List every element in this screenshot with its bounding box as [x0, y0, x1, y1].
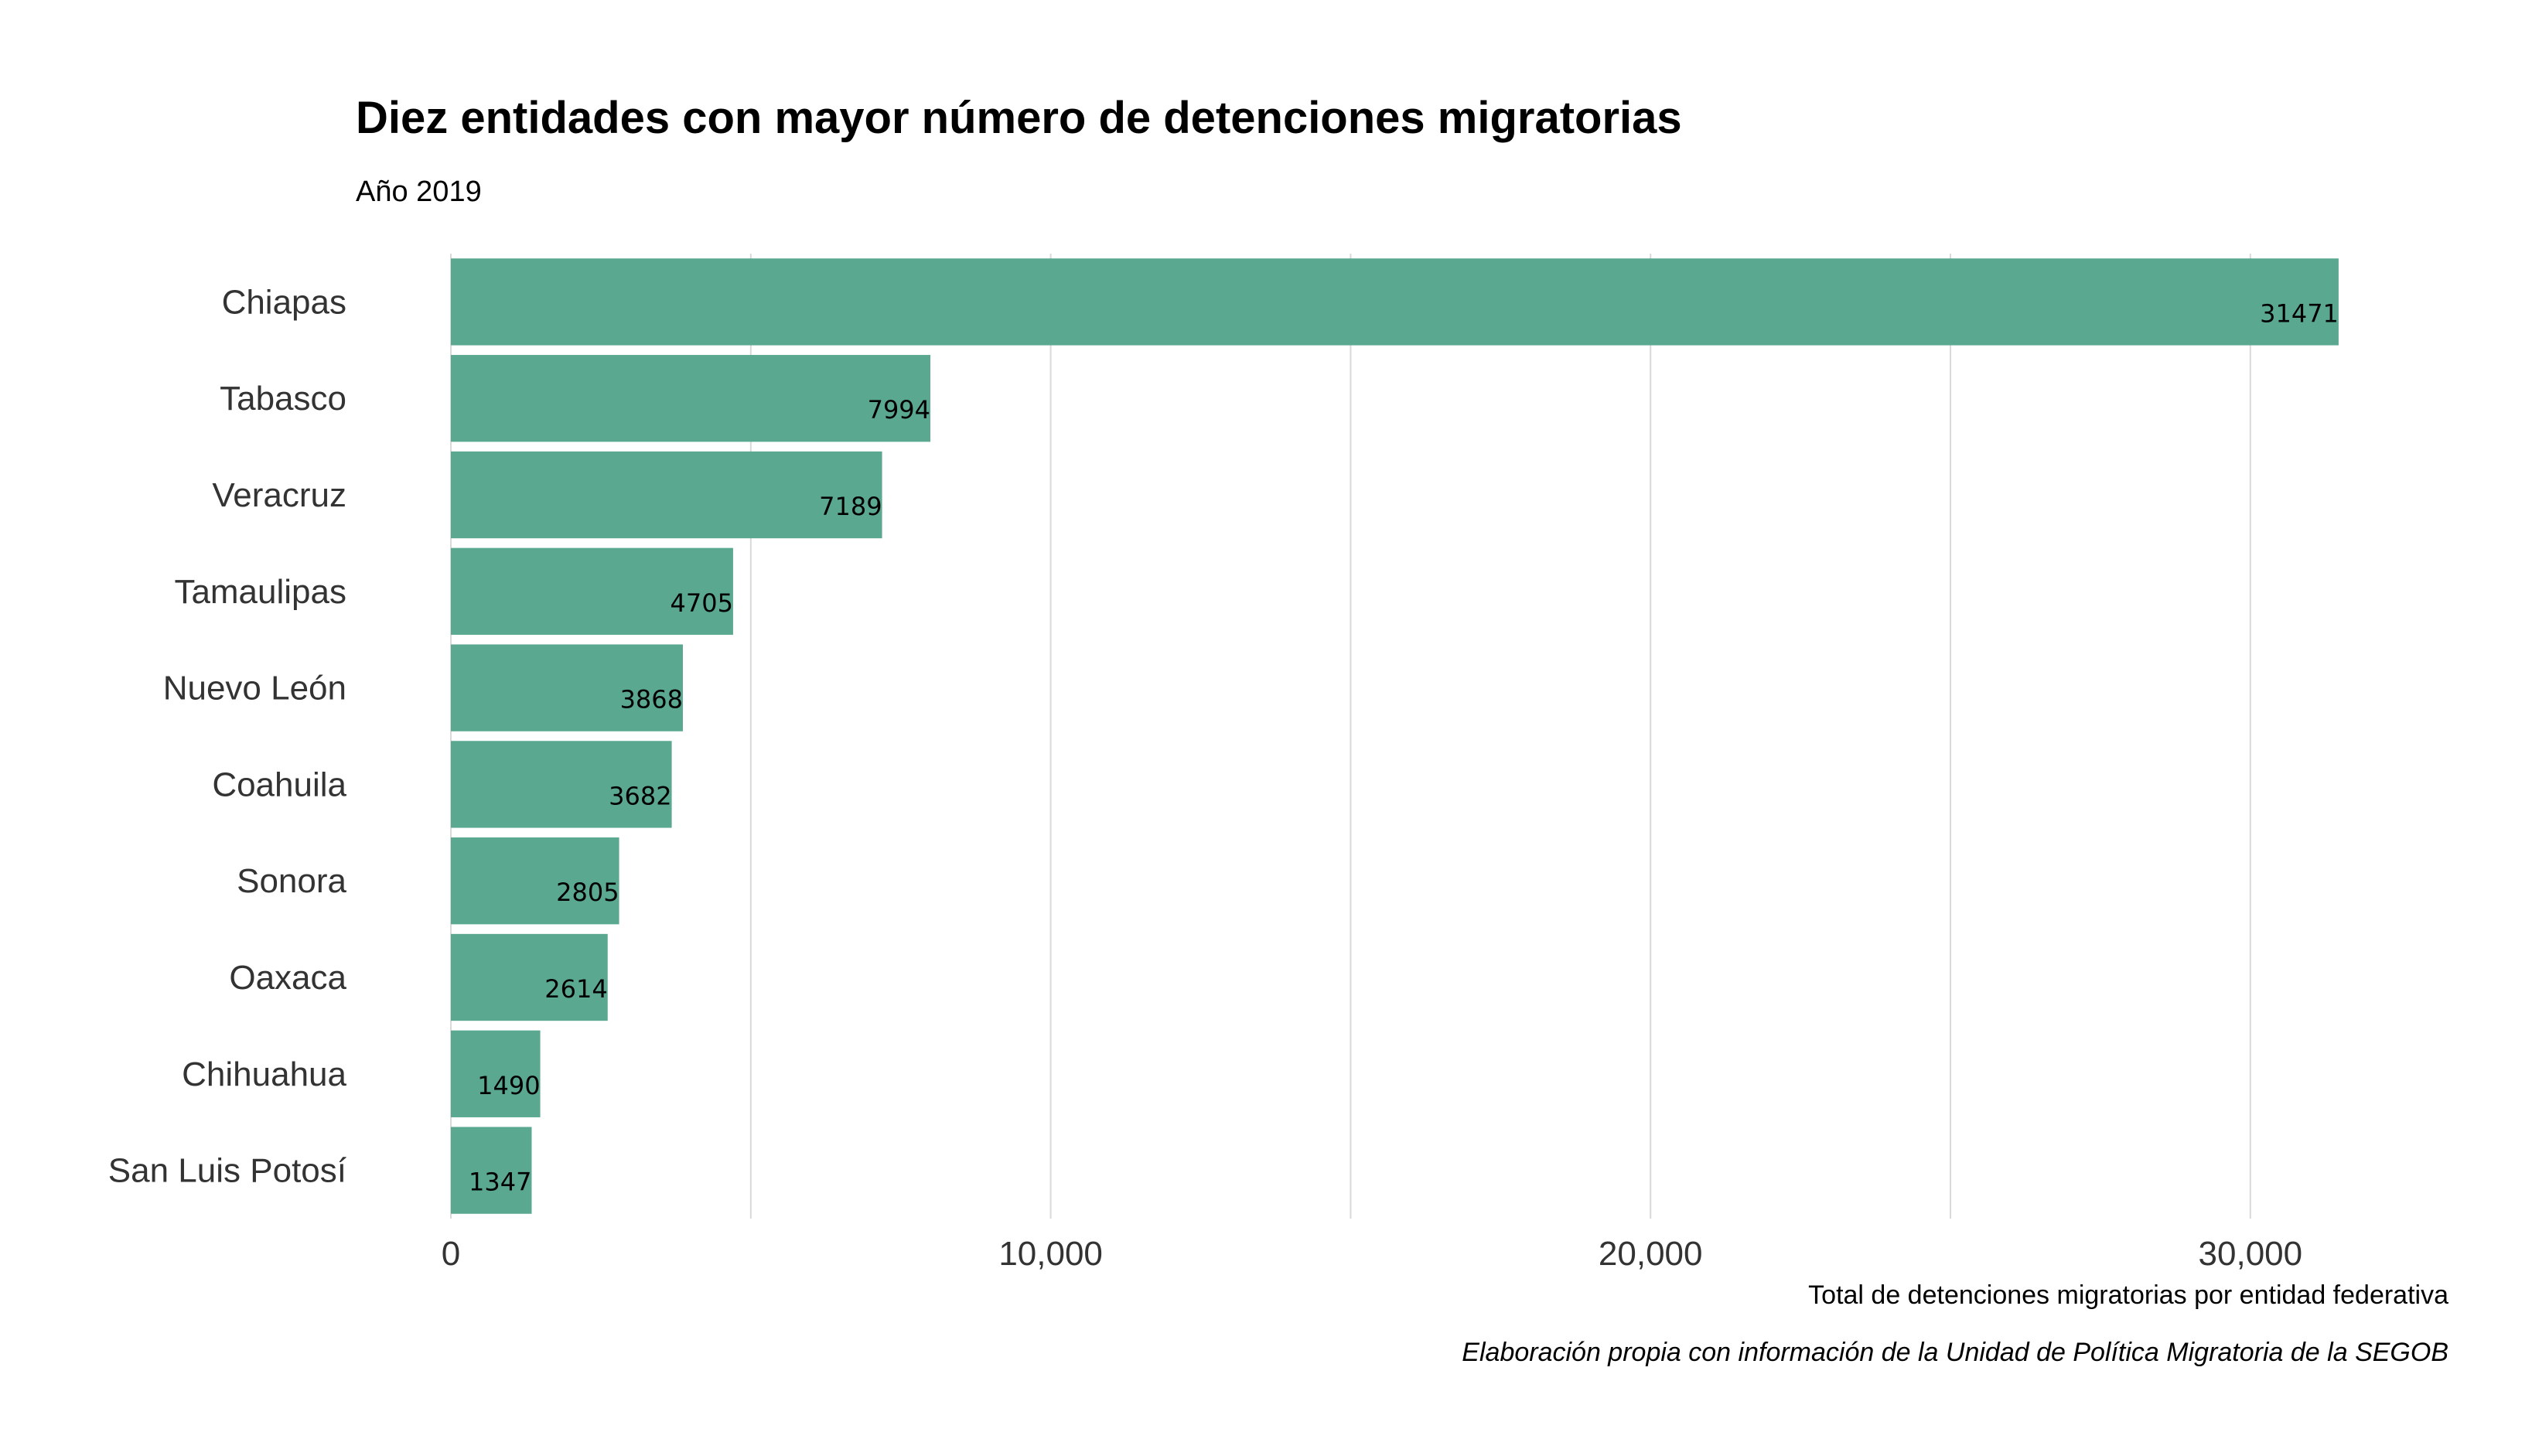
x-tick-label: 10,000 — [998, 1235, 1103, 1273]
bar — [451, 837, 619, 925]
x-tick-labels: 0 10,000 20,000 30,000 — [442, 1235, 2302, 1273]
chart-title: Diez entidades con mayor número de deten… — [356, 93, 1682, 143]
chart-subtitle: Año 2019 — [356, 176, 482, 208]
x-tick-label: 20,000 — [1599, 1235, 1703, 1273]
data-label: 2805 — [556, 878, 619, 907]
category-label: Nuevo León — [163, 670, 346, 708]
x-tick-label: 0 — [442, 1235, 460, 1273]
data-label: 7994 — [868, 395, 930, 425]
data-label: 4705 — [670, 588, 732, 618]
chart-caption: Elaboración propia con información de la… — [1462, 1338, 2448, 1367]
data-label: 31471 — [2260, 298, 2339, 328]
bar — [451, 355, 931, 442]
data-label: 1490 — [477, 1071, 540, 1100]
category-label: Chihuahua — [182, 1055, 346, 1093]
bar — [451, 1127, 532, 1214]
bar — [451, 644, 684, 731]
category-label: Tabasco — [220, 380, 346, 418]
category-label: Oaxaca — [229, 959, 346, 997]
data-label: 3682 — [609, 781, 671, 810]
bar — [451, 258, 2339, 346]
data-label: 1347 — [469, 1168, 531, 1197]
x-tick-label: 30,000 — [2199, 1235, 2303, 1273]
bars — [451, 258, 2339, 1214]
category-label: San Luis Potosí — [108, 1152, 347, 1190]
category-label: Tamaulipas — [174, 573, 346, 611]
bar — [451, 933, 608, 1021]
bar — [451, 451, 882, 539]
bar — [451, 741, 672, 828]
data-label: 7189 — [819, 492, 882, 521]
data-label: 3868 — [620, 685, 683, 714]
data-labels: 31471 7994 7189 4705 3868 3682 2805 2614 1490 134… — [469, 298, 2339, 1196]
x-axis-label: Total de detenciones migratorias por ent… — [1808, 1280, 2448, 1310]
category-label: Sonora — [237, 862, 346, 900]
category-labels: Chiapas Tabasco Veracruz Tamaulipas Nuevo Le… — [108, 283, 347, 1189]
category-label: Chiapas — [222, 283, 346, 321]
category-label: Coahuila — [212, 766, 346, 803]
category-label: Veracruz — [212, 476, 346, 514]
bar — [451, 547, 733, 635]
data-label: 2614 — [544, 974, 607, 1004]
bar — [451, 1030, 541, 1117]
